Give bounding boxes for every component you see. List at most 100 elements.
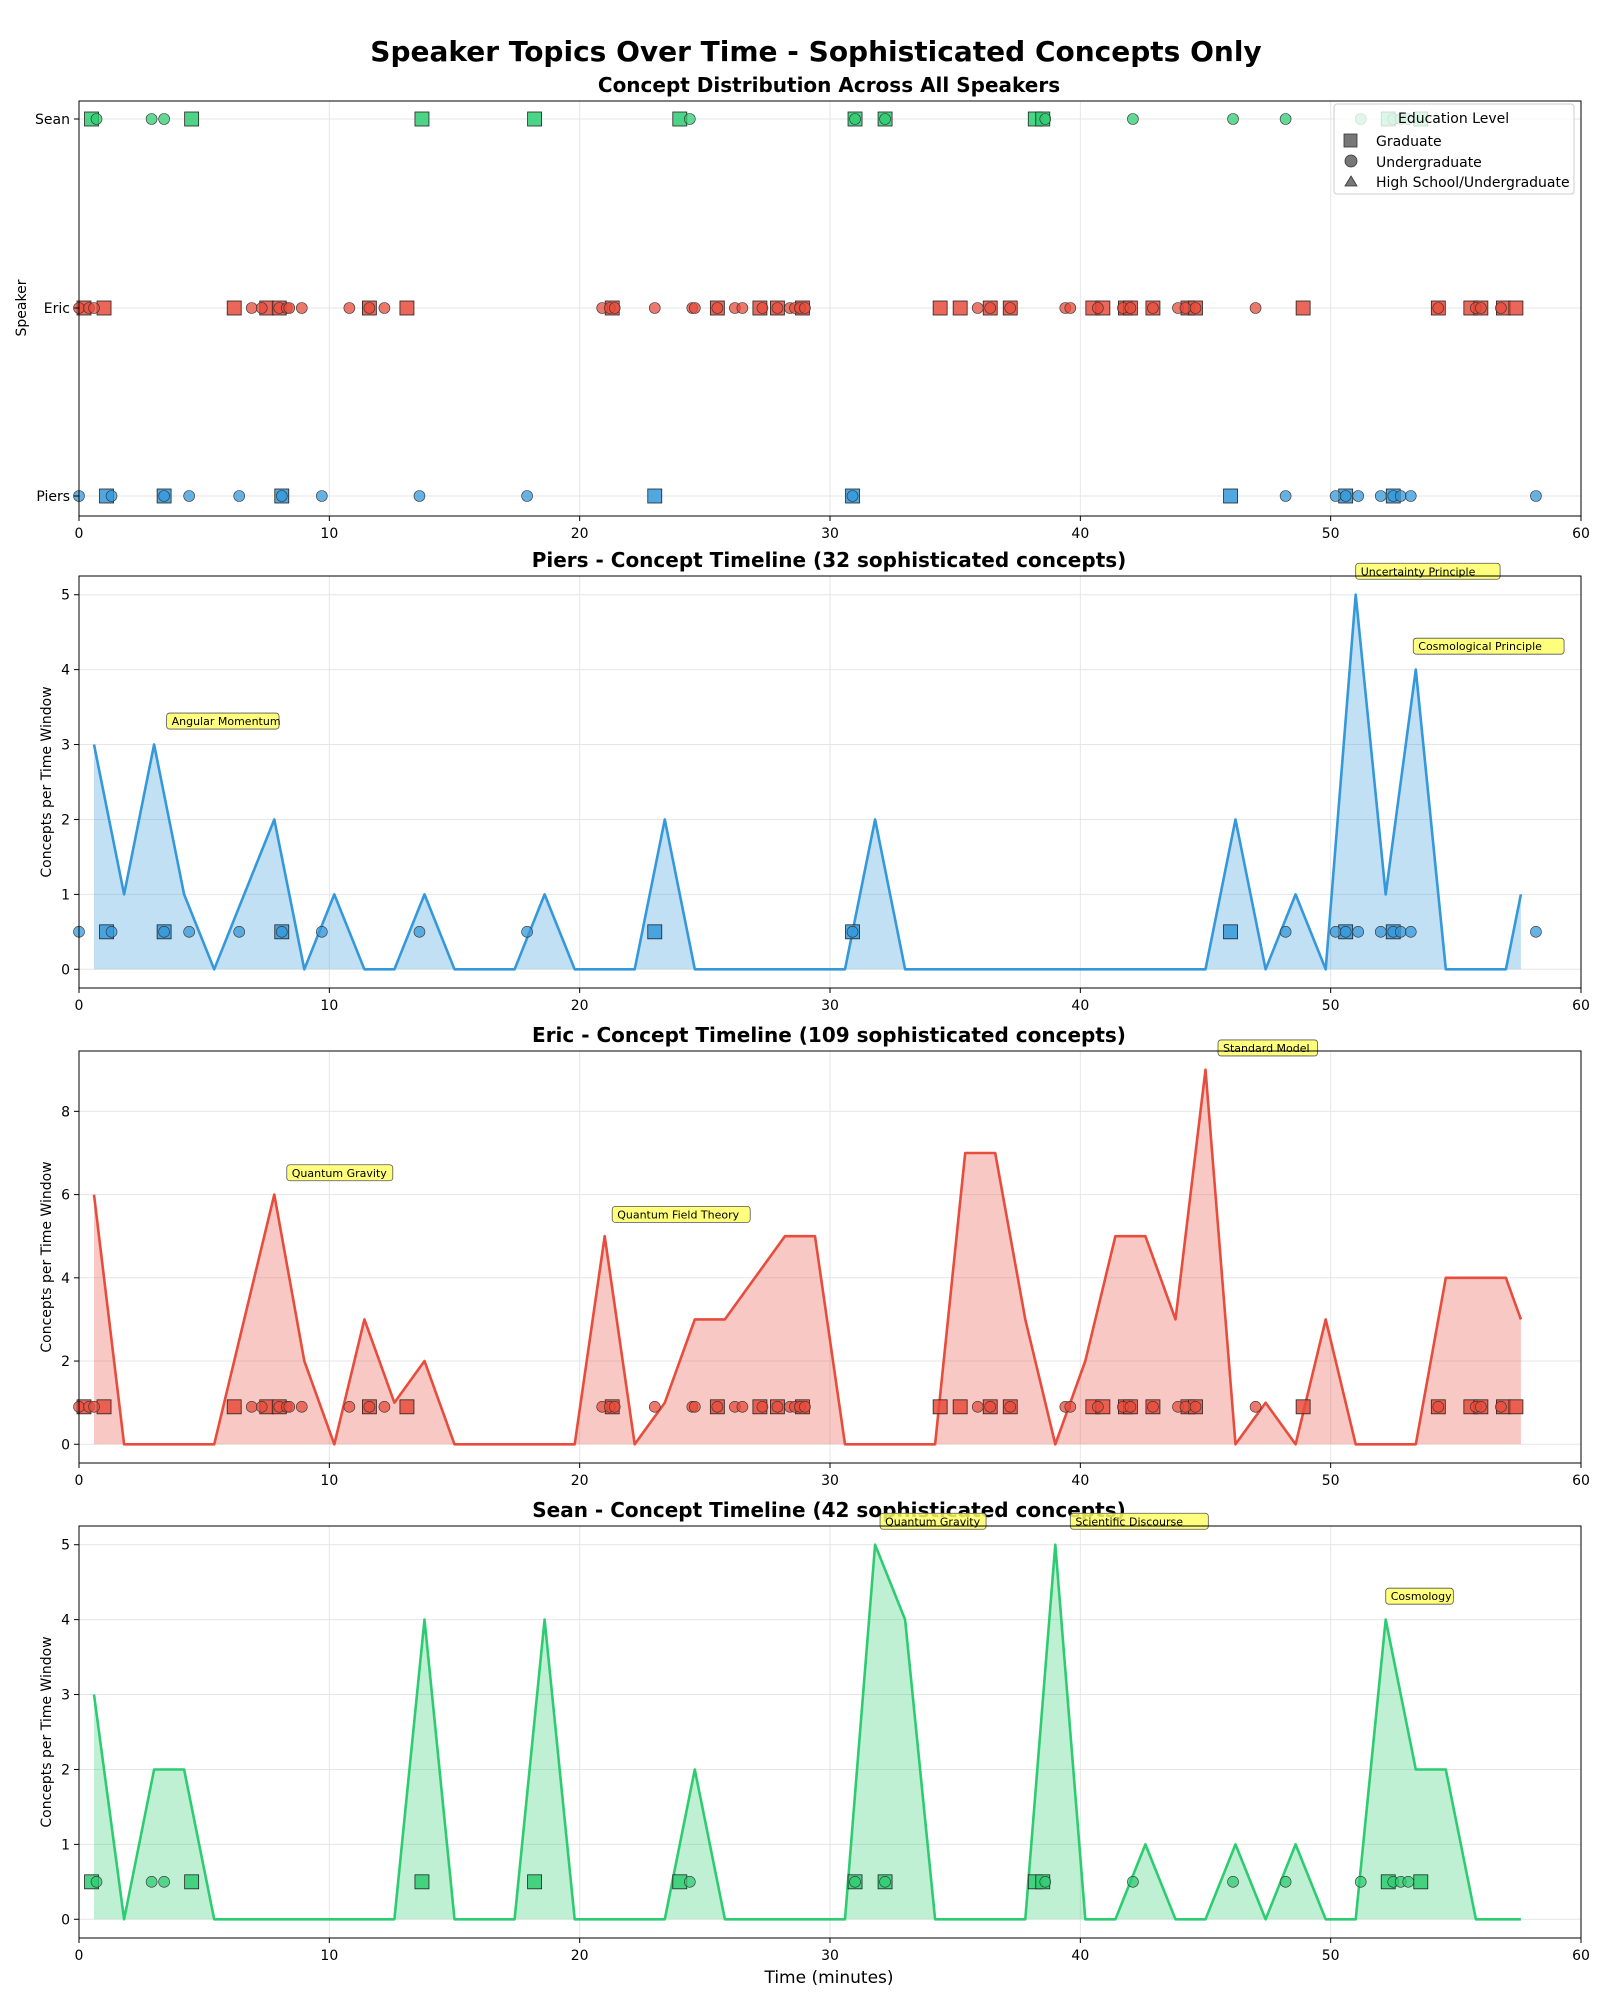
overview-sean-undergraduate-marker (90, 113, 103, 125)
sean-xtick-label: 30 (821, 1948, 839, 1964)
sean-ytick-label: 3 (61, 1688, 70, 1704)
eric-graduate-marker (1508, 1399, 1524, 1415)
overview-xtick-label: 40 (1071, 526, 1089, 542)
x-axis-label: Time (minutes) (763, 1968, 893, 1988)
sean-ytick-label: 4 (61, 1613, 70, 1629)
piers-annotation-label: Cosmological Principle (1418, 640, 1542, 653)
piers-undergraduate-marker (1374, 926, 1387, 938)
sean-annotation-label: Scientific Discourse (1075, 1515, 1183, 1528)
eric-undergraduate-marker (378, 1401, 391, 1413)
eric-timeline-line (92, 1068, 1523, 1446)
legend-label-highschool: High School/Undergraduate (1376, 175, 1570, 191)
overview-piers-undergraduate-marker (521, 490, 533, 502)
overview-eric-undergraduate-marker (756, 302, 769, 314)
eric-graduate-marker (1295, 1399, 1311, 1415)
sean-undergraduate-marker (1039, 1876, 1052, 1888)
sean-xtick-label: 0 (75, 1948, 84, 1964)
piers-undergraduate-marker (1352, 926, 1365, 938)
overview-piers-undergraduate-marker (1339, 490, 1352, 502)
piers-undergraduate-marker (105, 926, 118, 938)
eric-annotation-box (286, 1164, 394, 1182)
overview-sean-undergraduate-marker (684, 113, 696, 125)
overview-eric-undergraduate-marker (736, 302, 749, 314)
overview-xtick-label: 30 (821, 526, 839, 542)
piers-undergraduate-marker (183, 926, 195, 938)
eric-undergraduate-marker (255, 1401, 268, 1413)
overview-marks (73, 111, 1542, 504)
piers-timeline-line (92, 593, 1523, 971)
eric-undergraduate-marker (295, 1401, 308, 1413)
piers-graduate-marker (1223, 924, 1238, 940)
eric-timeline-area (94, 1069, 1521, 1445)
eric-undergraduate-marker (1092, 1401, 1104, 1413)
eric-undergraduate-marker (1475, 1401, 1487, 1413)
piers-ytick-label: 5 (61, 588, 70, 604)
overview-ytick-label: Piers (36, 489, 70, 505)
figure-title: Speaker Topics Over Time - Sophisticated… (370, 35, 1261, 68)
legend-label-graduate: Graduate (1376, 134, 1442, 150)
eric-undergraduate-marker (1179, 1401, 1192, 1413)
sean-graduate-marker (527, 1874, 543, 1890)
overview-eric-graduate-marker (1508, 300, 1524, 316)
piers-ytick-label: 4 (61, 663, 70, 679)
eric-annotation-label: Standard Model (1223, 1042, 1310, 1055)
overview-eric-undergraduate-marker (283, 302, 296, 314)
eric-undergraduate-marker (1249, 1401, 1262, 1413)
piers-xtick-label: 0 (75, 998, 84, 1014)
overview-piers-undergraduate-marker (1374, 490, 1387, 502)
piers-undergraduate-marker (521, 926, 533, 938)
sean-xtick-label: 60 (1572, 1948, 1590, 1964)
overview-eric-undergraduate-marker (971, 302, 984, 314)
eric-xtick-label: 30 (821, 1473, 839, 1489)
overview-piers-undergraduate-marker (1530, 490, 1542, 502)
sean-undergraduate-marker (684, 1876, 696, 1888)
sean-xtick-label: 40 (1071, 1948, 1089, 1964)
sean-graduate-marker (1413, 1874, 1429, 1890)
eric-ytick-label: 6 (61, 1188, 70, 1204)
sean-annotation-label: Quantum Gravity (885, 1515, 981, 1528)
overview-eric-undergraduate-marker (295, 302, 308, 314)
eric-undergraduate-marker (1495, 1401, 1507, 1413)
overview-eric-undergraduate-marker (1147, 302, 1159, 314)
sean-undergraduate-marker (1227, 1876, 1239, 1888)
overview-panel: Concept Distribution Across All Speakers… (14, 73, 1590, 542)
piers-undergraduate-marker (1279, 926, 1292, 938)
overview-eric-graduate-marker (1295, 300, 1311, 316)
overview-eric-undergraduate-marker (1064, 302, 1077, 314)
sean-panel: Sean - Concept Timeline (42 sophisticate… (39, 1498, 1590, 1964)
piers-undergraduate-marker (1394, 926, 1407, 938)
overview-eric-undergraduate-marker (1475, 302, 1487, 314)
piers-annotation-box (1412, 637, 1565, 655)
overview-eric-undergraduate-marker (1004, 302, 1017, 314)
overview-eric-undergraduate-marker (711, 302, 724, 314)
overview-sean-undergraduate-marker (849, 113, 861, 125)
overview-piers-undergraduate-marker (275, 490, 288, 502)
overview-xtick-label: 20 (571, 526, 589, 542)
sean-undergraduate-marker (1354, 1876, 1367, 1888)
sean-timeline-line (92, 1543, 1521, 1921)
piers-annotation-label: Uncertainty Principle (1361, 565, 1476, 578)
overview-sean-undergraduate-marker (1279, 113, 1292, 125)
sean-annotation-box (1385, 1587, 1454, 1605)
eric-ytick-label: 2 (61, 1354, 70, 1370)
eric-undergraduate-marker (1004, 1401, 1017, 1413)
overview-sean-graduate-marker (414, 111, 430, 127)
eric-undergraduate-marker (363, 1401, 376, 1413)
eric-xtick-label: 40 (1071, 1473, 1089, 1489)
overview-title: Concept Distribution Across All Speakers (598, 73, 1060, 97)
overview-sean-graduate-marker (527, 111, 543, 127)
legend-label-undergraduate: Undergraduate (1376, 155, 1482, 171)
piers-panel-ylabel: Concepts per Time Window (39, 686, 55, 877)
eric-annotation-label: Quantum Gravity (292, 1167, 388, 1180)
sean-annotation-label: Cosmology (1391, 1590, 1452, 1603)
eric-undergraduate-marker (1189, 1401, 1202, 1413)
overview-piers-undergraduate-marker (233, 490, 246, 502)
sean-annotation-box (1069, 1512, 1209, 1530)
piers-undergraduate-marker (1339, 926, 1352, 938)
piers-undergraduate-marker (1530, 926, 1542, 938)
overview-piers-graduate-marker (647, 488, 663, 504)
piers-annotation-box (1355, 562, 1501, 580)
overview-eric-undergraduate-marker (1124, 302, 1137, 314)
overview-eric-undergraduate-marker (1092, 302, 1104, 314)
